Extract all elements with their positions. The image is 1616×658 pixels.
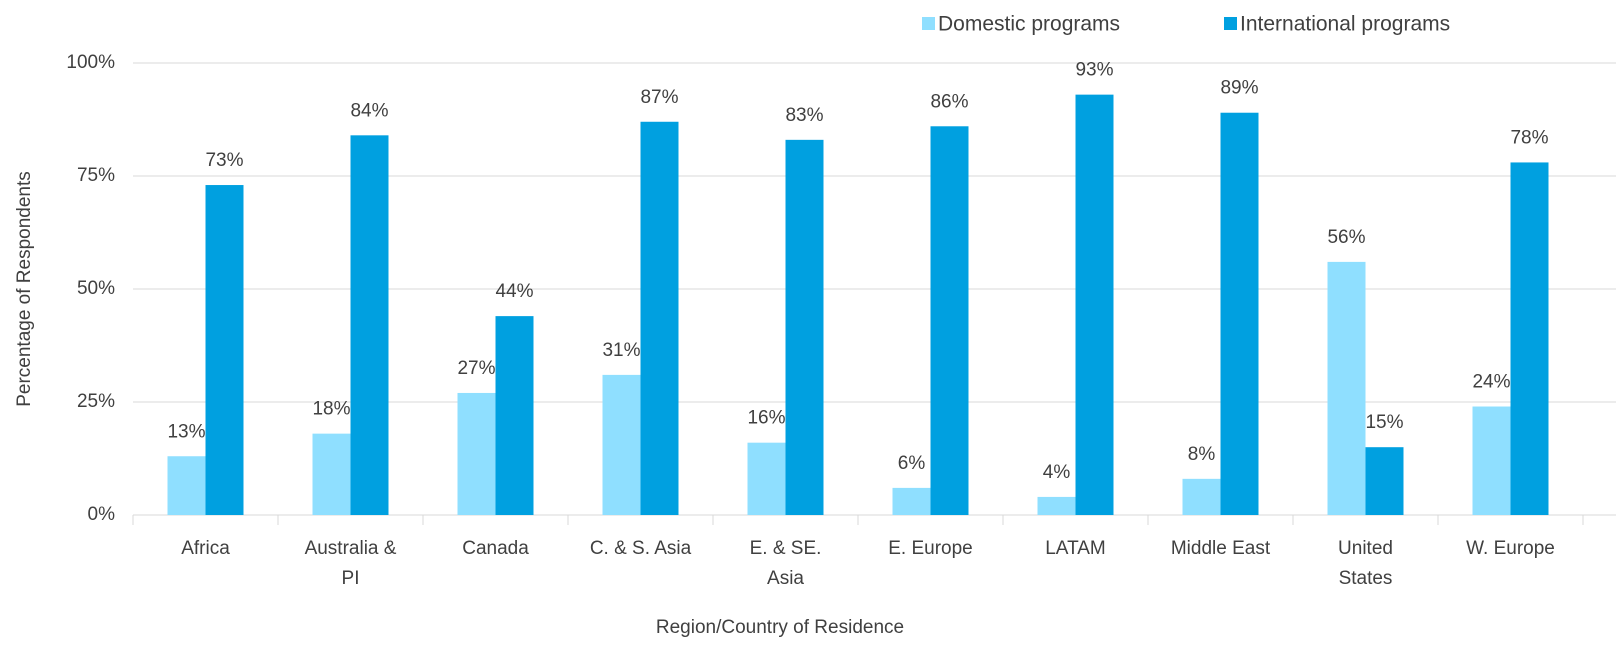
data-label: 93% — [1075, 60, 1113, 81]
bar — [205, 185, 244, 516]
x-tick-label: E. & SE. Asia — [749, 538, 822, 589]
legend-label: International programs — [1240, 13, 1450, 36]
legend-label: Domestic programs — [938, 13, 1120, 36]
data-label: 16% — [747, 408, 785, 429]
bar — [457, 392, 496, 515]
y-axis-title: Percentage of Respondents — [14, 171, 35, 407]
data-label: 24% — [1472, 372, 1510, 393]
data-label: 6% — [898, 453, 926, 474]
x-tick-label: C. & S. Asia — [589, 538, 692, 559]
data-label: 18% — [312, 399, 350, 420]
bar — [1327, 261, 1366, 515]
x-axis-title: Region/Country of Residence — [656, 617, 904, 638]
bar — [1472, 406, 1511, 515]
data-label: 73% — [205, 150, 243, 171]
data-label: 4% — [1043, 462, 1071, 483]
data-label: 89% — [1220, 78, 1258, 99]
data-label: 83% — [785, 105, 823, 126]
data-label: 31% — [602, 340, 640, 361]
bar — [1037, 496, 1076, 515]
bar — [350, 135, 389, 515]
x-tick-label: LATAM — [1045, 538, 1106, 559]
bar — [930, 126, 969, 515]
data-label: 13% — [167, 421, 205, 442]
data-label: 56% — [1327, 227, 1365, 248]
data-label: 15% — [1365, 412, 1403, 433]
data-label: 84% — [350, 100, 388, 121]
x-tick-label: E. Europe — [888, 538, 973, 559]
bar — [1510, 162, 1549, 515]
y-tick-label: 0% — [88, 504, 116, 525]
legend-swatch — [922, 17, 935, 30]
x-tick-label: W. Europe — [1466, 538, 1555, 559]
x-tick-label: Middle East — [1170, 538, 1271, 559]
bar — [312, 433, 351, 515]
bar — [1075, 94, 1114, 515]
data-label: 86% — [930, 91, 968, 112]
bar — [1220, 112, 1259, 515]
bar — [1182, 478, 1221, 515]
x-tick-label: Australia & PI — [304, 538, 397, 589]
data-label: 87% — [640, 87, 678, 108]
data-label: 44% — [495, 281, 533, 302]
bar — [640, 121, 679, 515]
data-label: 78% — [1510, 127, 1548, 148]
bar — [495, 316, 534, 515]
x-tick-label: Canada — [462, 538, 529, 559]
bar — [892, 487, 931, 515]
legend-swatch — [1224, 17, 1237, 30]
bar — [785, 139, 824, 515]
bar — [1365, 447, 1404, 515]
bar — [602, 374, 641, 515]
y-tick-label: 25% — [77, 391, 115, 412]
x-tick-label: United States — [1338, 538, 1393, 589]
bar — [747, 442, 786, 515]
data-label: 27% — [457, 358, 495, 379]
x-tick-label: Africa — [181, 538, 230, 559]
y-tick-label: 75% — [77, 165, 115, 186]
y-tick-label: 50% — [77, 278, 115, 299]
y-tick-label: 100% — [66, 52, 115, 73]
data-label: 8% — [1188, 444, 1216, 465]
bar — [167, 456, 206, 515]
